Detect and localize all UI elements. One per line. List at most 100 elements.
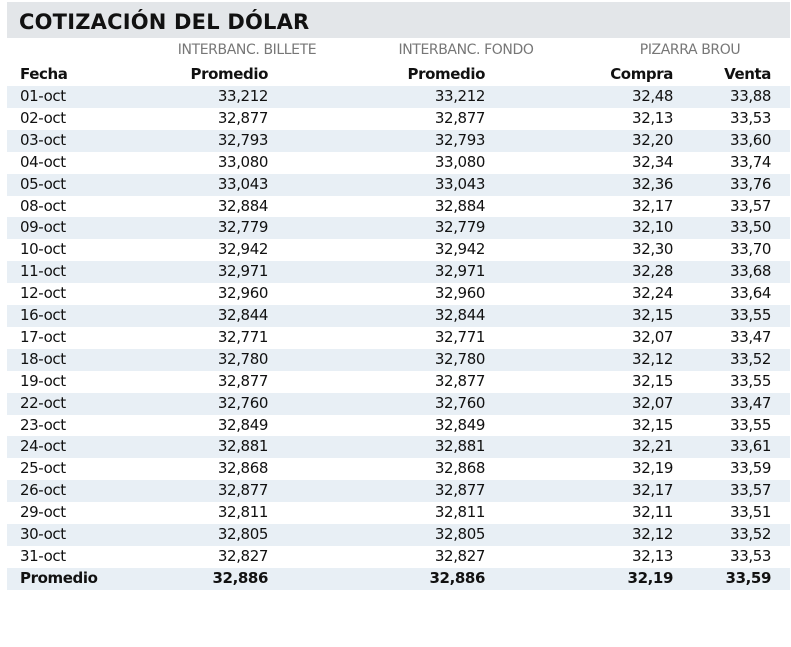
column-header: Fecha bbox=[20, 65, 68, 83]
row-shade bbox=[7, 480, 790, 503]
cell: 32,34 bbox=[632, 152, 673, 171]
row-shade bbox=[7, 261, 790, 284]
cell: 32,07 bbox=[632, 393, 673, 412]
cell: 32,886 bbox=[429, 568, 486, 587]
cell: 32,971 bbox=[434, 262, 485, 281]
group-header: PIZARRA BROU bbox=[639, 42, 741, 58]
cell: 32,780 bbox=[434, 349, 485, 368]
cell: 33,212 bbox=[434, 87, 485, 105]
cell: 32,827 bbox=[434, 546, 485, 565]
row-shade bbox=[7, 173, 790, 196]
cell: 32,844 bbox=[434, 306, 485, 324]
row-shade bbox=[7, 392, 790, 415]
cell: 33,080 bbox=[434, 152, 485, 171]
cell: 32,811 bbox=[217, 503, 268, 522]
cell: 32,760 bbox=[217, 393, 268, 412]
cell: 33,52 bbox=[730, 525, 771, 543]
cell: 32,15 bbox=[632, 371, 673, 390]
cell: 32,13 bbox=[632, 108, 673, 127]
title-bar: COTIZACIÓN DEL DÓLAR bbox=[7, 2, 790, 38]
date-cell: 04-oct bbox=[20, 152, 66, 171]
cell: 32,942 bbox=[217, 240, 268, 259]
cell: 32,10 bbox=[632, 218, 673, 237]
cell: 33,59 bbox=[730, 459, 771, 478]
cell: 32,12 bbox=[632, 349, 673, 368]
cell: 32,15 bbox=[632, 415, 673, 434]
cell: 32,780 bbox=[217, 349, 268, 368]
cell: 32,877 bbox=[217, 108, 268, 127]
cell: 32,849 bbox=[434, 415, 485, 434]
date-cell: 24-oct bbox=[20, 437, 66, 456]
cell: 32,36 bbox=[632, 174, 673, 193]
cell: 33,212 bbox=[217, 87, 268, 105]
date-cell: 08-oct bbox=[20, 196, 66, 215]
cell: 32,779 bbox=[217, 218, 268, 237]
column-header: Promedio bbox=[407, 65, 486, 83]
date-cell: 30-oct bbox=[20, 525, 66, 543]
date-cell: 05-oct bbox=[20, 174, 66, 193]
date-cell: 31-oct bbox=[20, 546, 66, 565]
date-cell: Promedio bbox=[20, 568, 98, 587]
cell: 32,877 bbox=[434, 371, 485, 390]
cell: 33,57 bbox=[730, 481, 771, 500]
date-cell: 16-oct bbox=[20, 306, 66, 324]
cell: 33,55 bbox=[730, 306, 771, 324]
cell: 33,70 bbox=[730, 240, 771, 259]
column-header: Venta bbox=[724, 65, 771, 83]
cell: 32,19 bbox=[627, 568, 674, 587]
cell: 33,68 bbox=[730, 262, 771, 281]
cell: 33,51 bbox=[730, 503, 771, 522]
cell: 33,57 bbox=[730, 196, 771, 215]
cell: 32,07 bbox=[632, 327, 673, 346]
date-cell: 25-oct bbox=[20, 459, 66, 478]
cell: 32,48 bbox=[632, 87, 673, 105]
cell: 33,76 bbox=[730, 174, 771, 193]
cell: 32,881 bbox=[434, 437, 485, 456]
cell: 32,793 bbox=[434, 130, 485, 149]
cell: 33,60 bbox=[730, 130, 771, 149]
date-cell: 01-oct bbox=[20, 87, 66, 105]
cell: 32,24 bbox=[632, 284, 673, 303]
cell: 32,884 bbox=[434, 196, 485, 215]
cell: 32,942 bbox=[434, 240, 485, 259]
cell: 32,12 bbox=[632, 525, 673, 543]
cell: 32,827 bbox=[217, 546, 268, 565]
date-cell: 26-oct bbox=[20, 481, 66, 500]
cell: 33,043 bbox=[217, 174, 268, 193]
date-cell: 17-oct bbox=[20, 327, 66, 346]
cell: 33,55 bbox=[730, 371, 771, 390]
cell: 32,11 bbox=[632, 503, 673, 522]
date-cell: 12-oct bbox=[20, 284, 66, 303]
cell: 32,877 bbox=[434, 108, 485, 127]
cell: 32,881 bbox=[217, 437, 268, 456]
date-cell: 10-oct bbox=[20, 240, 66, 259]
row-shade bbox=[7, 567, 790, 590]
row-shade bbox=[7, 524, 790, 546]
cell: 32,771 bbox=[434, 327, 485, 346]
cell: 32,877 bbox=[217, 481, 268, 500]
cell: 32,30 bbox=[632, 240, 673, 259]
date-cell: 03-oct bbox=[20, 130, 66, 149]
cell: 32,20 bbox=[632, 130, 673, 149]
row-shade bbox=[7, 305, 790, 327]
cell: 32,17 bbox=[632, 481, 673, 500]
date-cell: 22-oct bbox=[20, 393, 66, 412]
cell: 33,74 bbox=[730, 152, 771, 171]
cell: 32,971 bbox=[217, 262, 268, 281]
cell: 32,17 bbox=[632, 196, 673, 215]
row-shade bbox=[7, 436, 790, 459]
cell: 33,47 bbox=[730, 327, 771, 346]
date-cell: 18-oct bbox=[20, 349, 66, 368]
cell: 33,080 bbox=[217, 152, 268, 171]
cell: 32,877 bbox=[434, 481, 485, 500]
row-shade bbox=[7, 217, 790, 240]
cell: 32,877 bbox=[217, 371, 268, 390]
cell: 32,884 bbox=[217, 196, 268, 215]
cell: 32,844 bbox=[217, 306, 268, 324]
cell: 33,88 bbox=[730, 87, 771, 105]
date-cell: 19-oct bbox=[20, 371, 66, 390]
cell: 32,15 bbox=[632, 306, 673, 324]
cell: 33,53 bbox=[730, 546, 771, 565]
cell: 32,805 bbox=[217, 525, 268, 543]
cell: 32,779 bbox=[434, 218, 485, 237]
